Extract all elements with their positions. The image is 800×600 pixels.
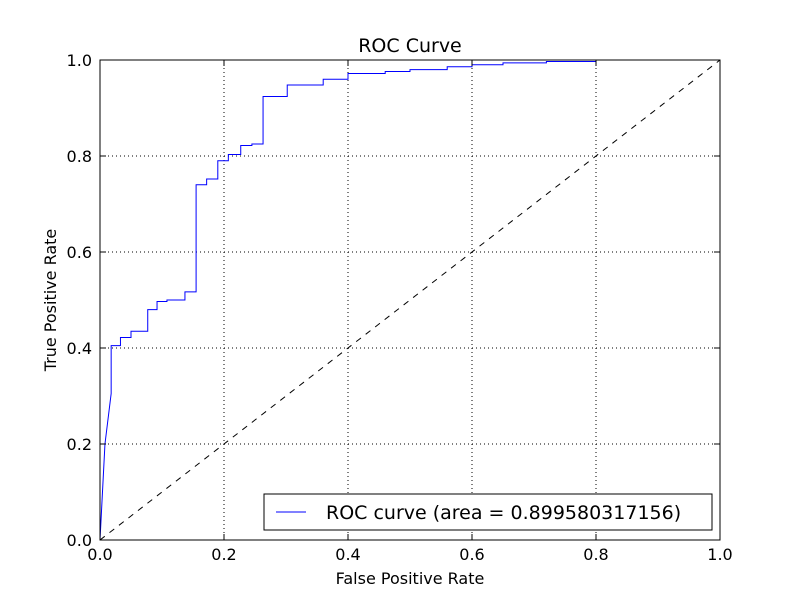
y-tick-label: 0.2	[67, 435, 92, 454]
chart-title: ROC Curve	[358, 35, 462, 57]
y-tick-label: 0.0	[67, 531, 92, 550]
y-tick-label: 0.4	[67, 339, 92, 358]
y-tick-label: 0.6	[67, 243, 92, 262]
x-axis-title: False Positive Rate	[336, 569, 485, 588]
y-axis-title: True Positive Rate	[41, 229, 60, 373]
x-tick-label: 0.8	[583, 545, 608, 564]
grid-lines	[100, 60, 720, 540]
axis-ticks: 0.0 0.2 0.4 0.6 0.8 1.0 0.0 0.2 0.4 0.6 0.8 1.0	[67, 51, 733, 564]
x-tick-label: 1.0	[707, 545, 732, 564]
chance-diagonal-line	[99, 59, 721, 541]
roc-curve-line	[99, 59, 674, 541]
plot-series	[99, 59, 721, 541]
x-tick-label: 0.6	[459, 545, 484, 564]
x-tick-label: 0.2	[211, 545, 236, 564]
legend: ROC curve (area = 0.899580317156)	[263, 493, 713, 531]
x-tick-label: 0.4	[335, 545, 360, 564]
y-tick-label: 0.8	[67, 147, 92, 166]
plot-frame	[99, 59, 721, 541]
x-tick-label: 0.0	[87, 545, 112, 564]
legend-box	[263, 493, 713, 531]
y-tick-label: 1.0	[67, 51, 92, 70]
legend-label-roc: ROC curve (area = 0.899580317156)	[326, 502, 681, 524]
